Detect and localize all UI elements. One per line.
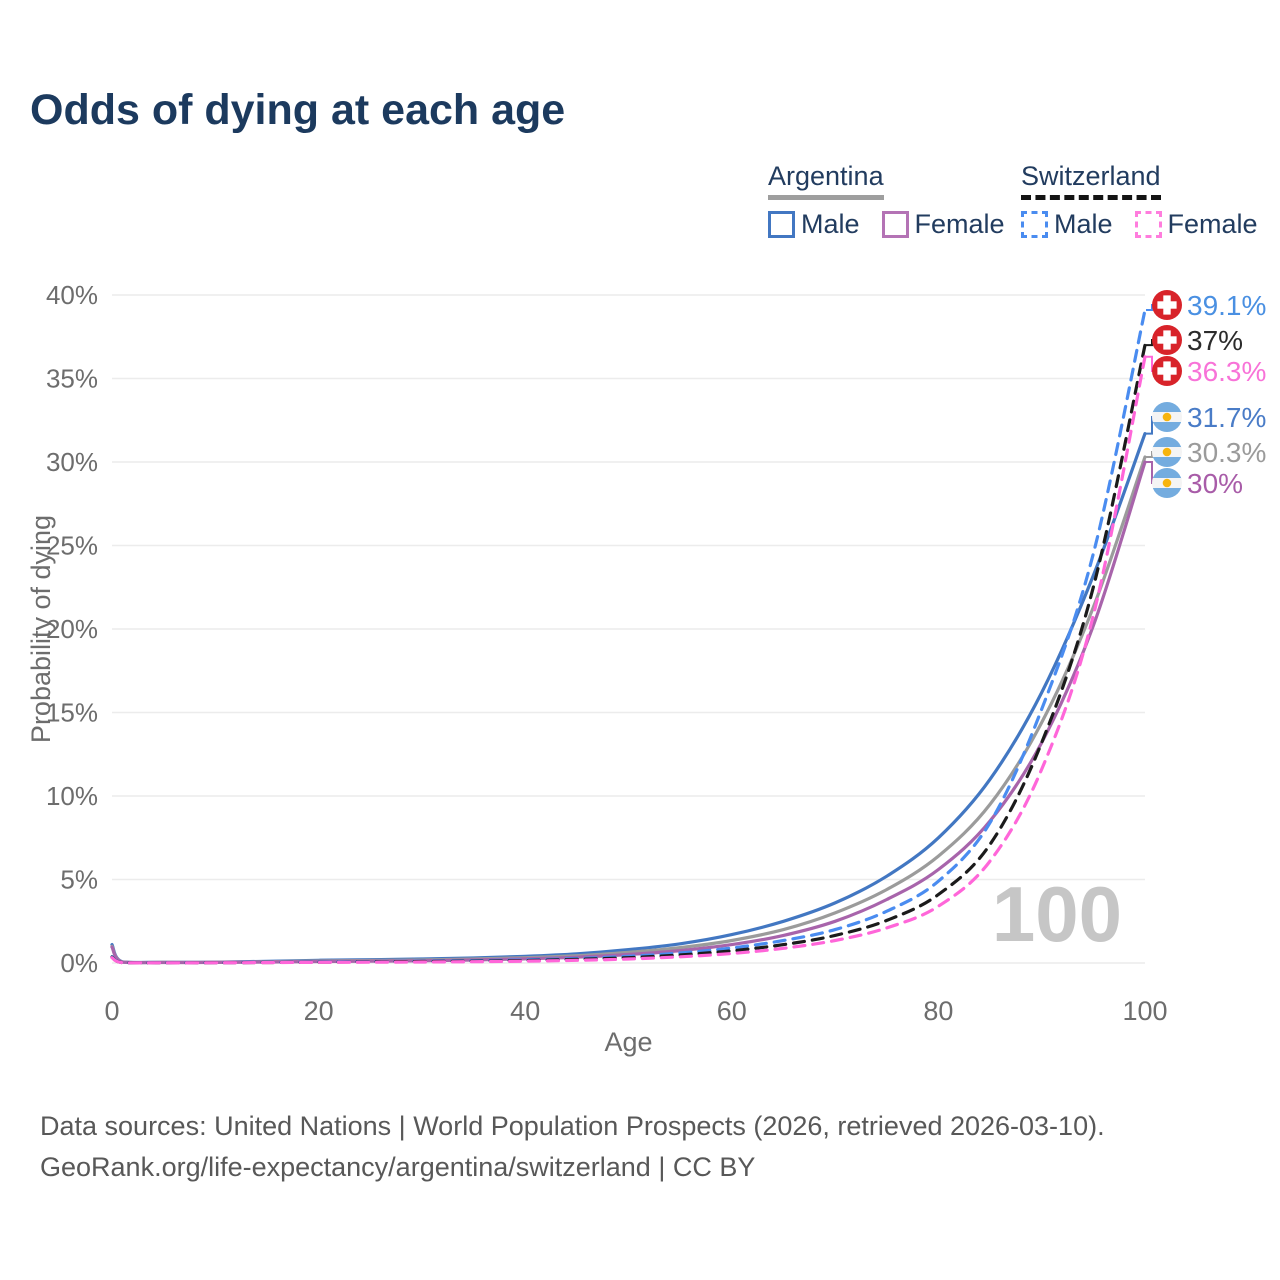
curve-argentina-male[interactable]: [110, 432, 1147, 965]
argentina-flag-icon: [1152, 402, 1182, 432]
data-sources: Data sources: United Nations | World Pop…: [40, 1106, 1105, 1188]
legend-header-argentina[interactable]: Argentina: [768, 161, 884, 200]
y-tick-label: 20%: [46, 614, 98, 644]
switzerland-flag-icon: [1152, 356, 1182, 386]
legend-item-switzerland-female[interactable]: Female: [1134, 209, 1258, 240]
switzerland-flag-icon: [1152, 290, 1182, 320]
page-title: Odds of dying at each age: [30, 86, 566, 134]
footer-line-1: Data sources: United Nations | World Pop…: [40, 1111, 1105, 1141]
watermark-age: 100: [992, 870, 1122, 958]
x-tick-label: 20: [304, 996, 334, 1026]
end-label-switzerland-both: 37%: [1187, 325, 1243, 356]
legend-item-label: Female: [914, 209, 1005, 239]
legend-item-switzerland-male[interactable]: Male: [1021, 209, 1113, 240]
x-axis-title: Age: [604, 1027, 652, 1057]
argentina-flag-icon: [1152, 437, 1182, 467]
switzerland-female-swatch-icon: [1134, 211, 1162, 238]
legend-group-argentina: Argentina Male Female: [768, 161, 1005, 240]
switzerland-male-swatch-icon: [1021, 211, 1048, 238]
y-axis-title: Probability of dying: [26, 515, 56, 743]
y-tick-label: 25%: [46, 531, 98, 561]
curve-argentina-both[interactable]: [110, 455, 1147, 965]
end-label-argentina-both: 30.3%: [1187, 437, 1266, 468]
legend-item-argentina-female[interactable]: Female: [881, 209, 1005, 240]
curve-switzerland-both[interactable]: [110, 343, 1147, 965]
argentina-male-swatch-icon: [768, 211, 795, 238]
x-tick-label: 100: [1122, 996, 1167, 1026]
switzerland-flag-icon: [1152, 325, 1182, 355]
y-tick-label: 5%: [60, 865, 98, 895]
end-label-switzerland-female: 36.3%: [1187, 356, 1266, 387]
legend-item-label: Male: [801, 209, 860, 239]
end-label-argentina-male: 31.7%: [1187, 402, 1266, 433]
y-tick-label: 35%: [46, 364, 98, 394]
x-tick-label: 0: [104, 996, 119, 1026]
y-tick-label: 30%: [46, 447, 98, 477]
end-label-argentina-female: 30%: [1187, 468, 1243, 499]
legend-item-label: Male: [1054, 209, 1113, 239]
y-tick-label: 40%: [46, 280, 98, 310]
footer-line-2: GeoRank.org/life-expectancy/argentina/sw…: [40, 1152, 756, 1182]
legend-header-switzerland[interactable]: Switzerland: [1021, 161, 1161, 200]
y-tick-label: 10%: [46, 781, 98, 811]
end-label-switzerland-male: 39.1%: [1187, 290, 1266, 321]
argentina-female-swatch-icon: [881, 211, 909, 238]
argentina-flag-icon: [1152, 468, 1182, 498]
y-tick-label: 0%: [60, 948, 98, 978]
legend-item-argentina-male[interactable]: Male: [768, 209, 860, 240]
curve-switzerland-female[interactable]: [110, 355, 1147, 965]
x-tick-label: 60: [717, 996, 747, 1026]
y-tick-label: 15%: [46, 698, 98, 728]
x-tick-label: 40: [510, 996, 540, 1026]
legend-item-label: Female: [1167, 209, 1258, 239]
curve-switzerland-male[interactable]: [110, 308, 1147, 965]
legend-group-switzerland: Switzerland Male Female: [1021, 161, 1258, 240]
x-tick-label: 80: [923, 996, 953, 1026]
